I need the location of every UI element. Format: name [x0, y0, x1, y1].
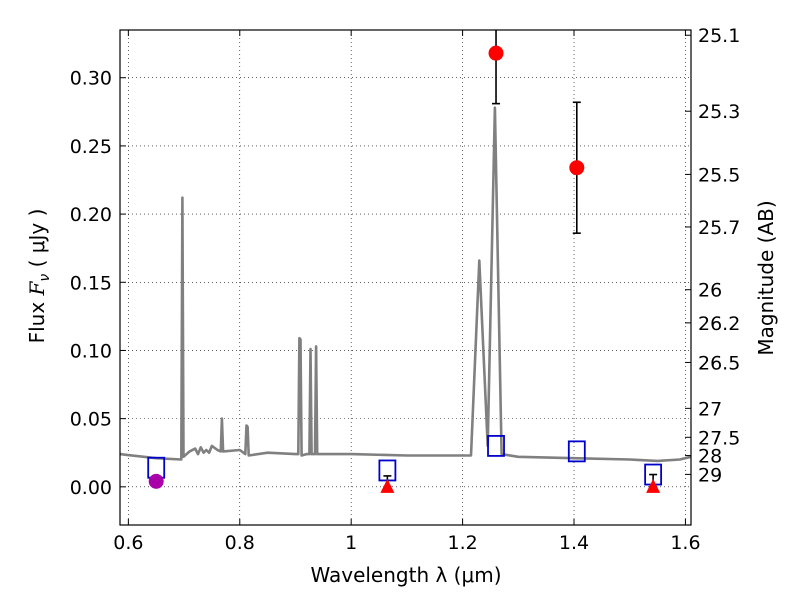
data-markers [147, 30, 663, 493]
x-axis-label: Wavelength λ (μm) [310, 563, 501, 587]
y2-tick-label: 25.5 [698, 164, 740, 186]
y-tick-label: 0.05 [70, 409, 112, 431]
y2-tick-label: 28 [698, 446, 722, 468]
grid-lines [120, 30, 691, 525]
spectrum-line [119, 106, 692, 463]
plot-frame [119, 29, 692, 526]
y-axis-label: Flux Fν ( μJy ) [25, 209, 53, 344]
y-tick-label: 0.10 [70, 340, 112, 362]
y2-tick-label: 25.1 [698, 25, 740, 47]
y2-tick-label: 29 [698, 464, 722, 486]
y2-tick-label: 27 [698, 398, 722, 420]
detection-point [569, 160, 585, 176]
y2-tick-label: 26.2 [698, 313, 740, 335]
y2-tick-label: 25.7 [698, 217, 740, 239]
y-axis-label-symbol: F [25, 280, 49, 296]
x-tick-label: 1.2 [447, 532, 477, 554]
y-tick-label: 0.25 [70, 136, 112, 158]
upper-limit-triangle [646, 478, 661, 493]
y2-tick-label: 26.5 [698, 352, 740, 374]
x-tick-label: 1 [345, 532, 357, 554]
x-tick-label: 0.8 [225, 532, 255, 554]
y-tick-label: 0.20 [70, 204, 112, 226]
x-tick-label: 0.6 [113, 532, 143, 554]
y-axis-label-prefix: Flux [25, 295, 49, 343]
y2-axis-label: Magnitude (AB) [754, 200, 778, 355]
model-photometry-square [487, 435, 505, 457]
x-tick-label: 1.6 [670, 532, 700, 554]
model-spectrum [119, 106, 692, 463]
y2-tick-label: 27.5 [698, 427, 740, 449]
x-tick-label: 1.4 [559, 532, 589, 554]
y-tick-label: 0.15 [70, 272, 112, 294]
detection-point [488, 45, 504, 61]
axis-ticks: 0.6 0.8 1 1.2 1.4 1.6 0.00 0.05 0.10 0.15 0.20 0.25… [70, 25, 741, 554]
model-photometry-square [567, 440, 586, 463]
y-axis-label-suffix: ( μJy ) [25, 209, 49, 274]
magenta-point [148, 473, 164, 489]
y-tick-label: 0.30 [70, 68, 112, 90]
y-axis-label-subscript: ν [37, 274, 53, 282]
y2-tick-label: 26 [698, 280, 722, 302]
upper-limit-triangle [380, 478, 395, 493]
y-tick-label: 0.00 [70, 477, 112, 499]
y2-tick-label: 25.3 [698, 101, 740, 123]
